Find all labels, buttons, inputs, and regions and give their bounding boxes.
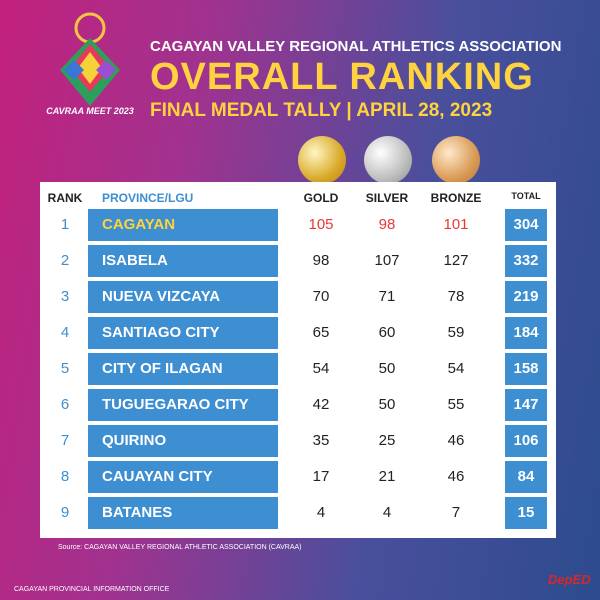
total-count: 15 <box>505 497 547 529</box>
silver-count: 4 <box>382 504 392 521</box>
rank: 4 <box>60 324 70 341</box>
total-count: 106 <box>505 425 547 457</box>
province-name: BATANES <box>88 497 278 529</box>
bronze-count: 101 <box>443 216 469 233</box>
bronze-count: 46 <box>447 432 465 449</box>
total-count: 84 <box>505 461 547 493</box>
bronze-count: 7 <box>451 504 461 521</box>
rank: 9 <box>60 504 70 521</box>
silver-count: 50 <box>378 360 396 377</box>
column-header: GOLD <box>303 191 339 205</box>
silver-count: 71 <box>378 288 396 305</box>
total-count: 184 <box>505 317 547 349</box>
gold-count: 54 <box>312 360 330 377</box>
silver-count: 60 <box>378 324 396 341</box>
rank: 6 <box>60 396 70 413</box>
bronze-count: 78 <box>447 288 465 305</box>
source: Source: CAGAYAN VALLEY REGIONAL ATHLETIC… <box>58 544 302 551</box>
province-name: ISABELA <box>88 245 278 277</box>
title: OVERALL RANKING <box>150 56 534 98</box>
silver-count: 107 <box>374 252 400 269</box>
province-name: CAGAYAN <box>88 209 278 241</box>
rank: 7 <box>60 432 70 449</box>
province-name: SANTIAGO CITY <box>88 317 278 349</box>
gold-count: 17 <box>312 468 330 485</box>
column-header: BRONZE <box>430 191 482 205</box>
column-header: SILVER <box>365 191 409 205</box>
logo-text: CAVRAA MEET 2023 <box>46 106 134 116</box>
rank: 8 <box>60 468 70 485</box>
province-name: TUGUEGARAO CITY <box>88 389 278 421</box>
org-name: CAGAYAN VALLEY REGIONAL ATHLETICS ASSOCI… <box>150 38 562 55</box>
bronze-count: 54 <box>447 360 465 377</box>
rank: 5 <box>60 360 70 377</box>
silver-count: 25 <box>378 432 396 449</box>
subtitle: FINAL MEDAL TALLY | APRIL 28, 2023 <box>150 100 493 121</box>
bronze-count: 59 <box>447 324 465 341</box>
rank: 1 <box>60 216 70 233</box>
column-header: TOTAL <box>511 191 541 201</box>
gold-count: 105 <box>308 216 334 233</box>
gold-count: 65 <box>312 324 330 341</box>
gold-count: 35 <box>312 432 330 449</box>
total-count: 304 <box>505 209 547 241</box>
silver-count: 21 <box>378 468 396 485</box>
total-count: 147 <box>505 389 547 421</box>
total-count: 219 <box>505 281 547 313</box>
province-name: QUIRINO <box>88 425 278 457</box>
column-header: RANK <box>47 191 83 205</box>
gold-count: 98 <box>312 252 330 269</box>
bronze-count: 127 <box>443 252 469 269</box>
gold-count: 70 <box>312 288 330 305</box>
province-name: CITY OF ILAGAN <box>88 353 278 385</box>
province-name: NUEVA VIZCAYA <box>88 281 278 313</box>
office: CAGAYAN PROVINCIAL INFORMATION OFFICE <box>14 586 170 593</box>
silver-medal <box>364 136 412 184</box>
silver-count: 98 <box>378 216 396 233</box>
silver-count: 50 <box>378 396 396 413</box>
rank: 3 <box>60 288 70 305</box>
bronze-medal <box>432 136 480 184</box>
deped-logo: DepED <box>548 572 591 587</box>
province-name: CAUAYAN CITY <box>88 461 278 493</box>
rank: 2 <box>60 252 70 269</box>
gold-count: 4 <box>316 504 326 521</box>
total-count: 158 <box>505 353 547 385</box>
column-header: PROVINCE/LGU <box>102 191 194 205</box>
bronze-count: 55 <box>447 396 465 413</box>
bronze-count: 46 <box>447 468 465 485</box>
total-count: 332 <box>505 245 547 277</box>
logo <box>60 12 120 106</box>
gold-count: 42 <box>312 396 330 413</box>
gold-medal <box>298 136 346 184</box>
